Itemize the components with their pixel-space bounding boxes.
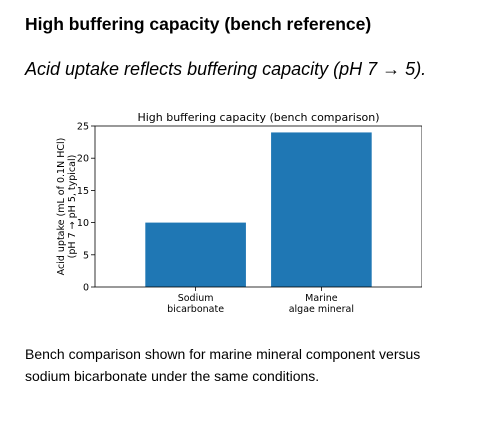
y-axis-label-line-0: Acid uptake (mL of 0.1N HCl) xyxy=(56,138,67,276)
x-tick-label-0-0: Sodium xyxy=(178,293,214,304)
x-tick-label-0-1: bicarbonate xyxy=(167,304,224,315)
y-tick-label-3: 15 xyxy=(77,186,89,197)
x-tick-label-1-1: algae mineral xyxy=(289,304,354,315)
bar-1 xyxy=(271,132,372,287)
bar-0 xyxy=(145,222,246,287)
y-tick-label-2: 10 xyxy=(77,218,89,229)
y-axis-label-line-1: (pH 7 → pH 5, typical) xyxy=(67,155,78,259)
page-subheading: Acid uptake reflects buffering capacity … xyxy=(25,59,427,79)
plot-frame xyxy=(94,125,422,288)
caption-text: Bench comparison shown for marine minera… xyxy=(25,346,421,384)
y-tick-label-5: 25 xyxy=(77,122,89,133)
y-tick-label-0: 0 xyxy=(83,283,89,294)
page-heading: High buffering capacity (bench reference… xyxy=(25,14,372,34)
bar-chart: High buffering capacity (bench compariso… xyxy=(56,111,422,315)
bar-chart-figure: High buffering capacity (bench compariso… xyxy=(52,106,422,324)
y-tick-label-1: 5 xyxy=(83,250,89,261)
bars xyxy=(145,132,372,287)
x-tick-label-1-0: Marine xyxy=(305,293,338,304)
y-tick-label-4: 20 xyxy=(77,154,89,165)
y-axis-label: Acid uptake (mL of 0.1N HCl) (pH 7 → pH 5… xyxy=(56,138,78,276)
chart-title: High buffering capacity (bench compariso… xyxy=(137,111,379,124)
y-axis: 0 5 10 15 20 25 xyxy=(77,122,95,294)
